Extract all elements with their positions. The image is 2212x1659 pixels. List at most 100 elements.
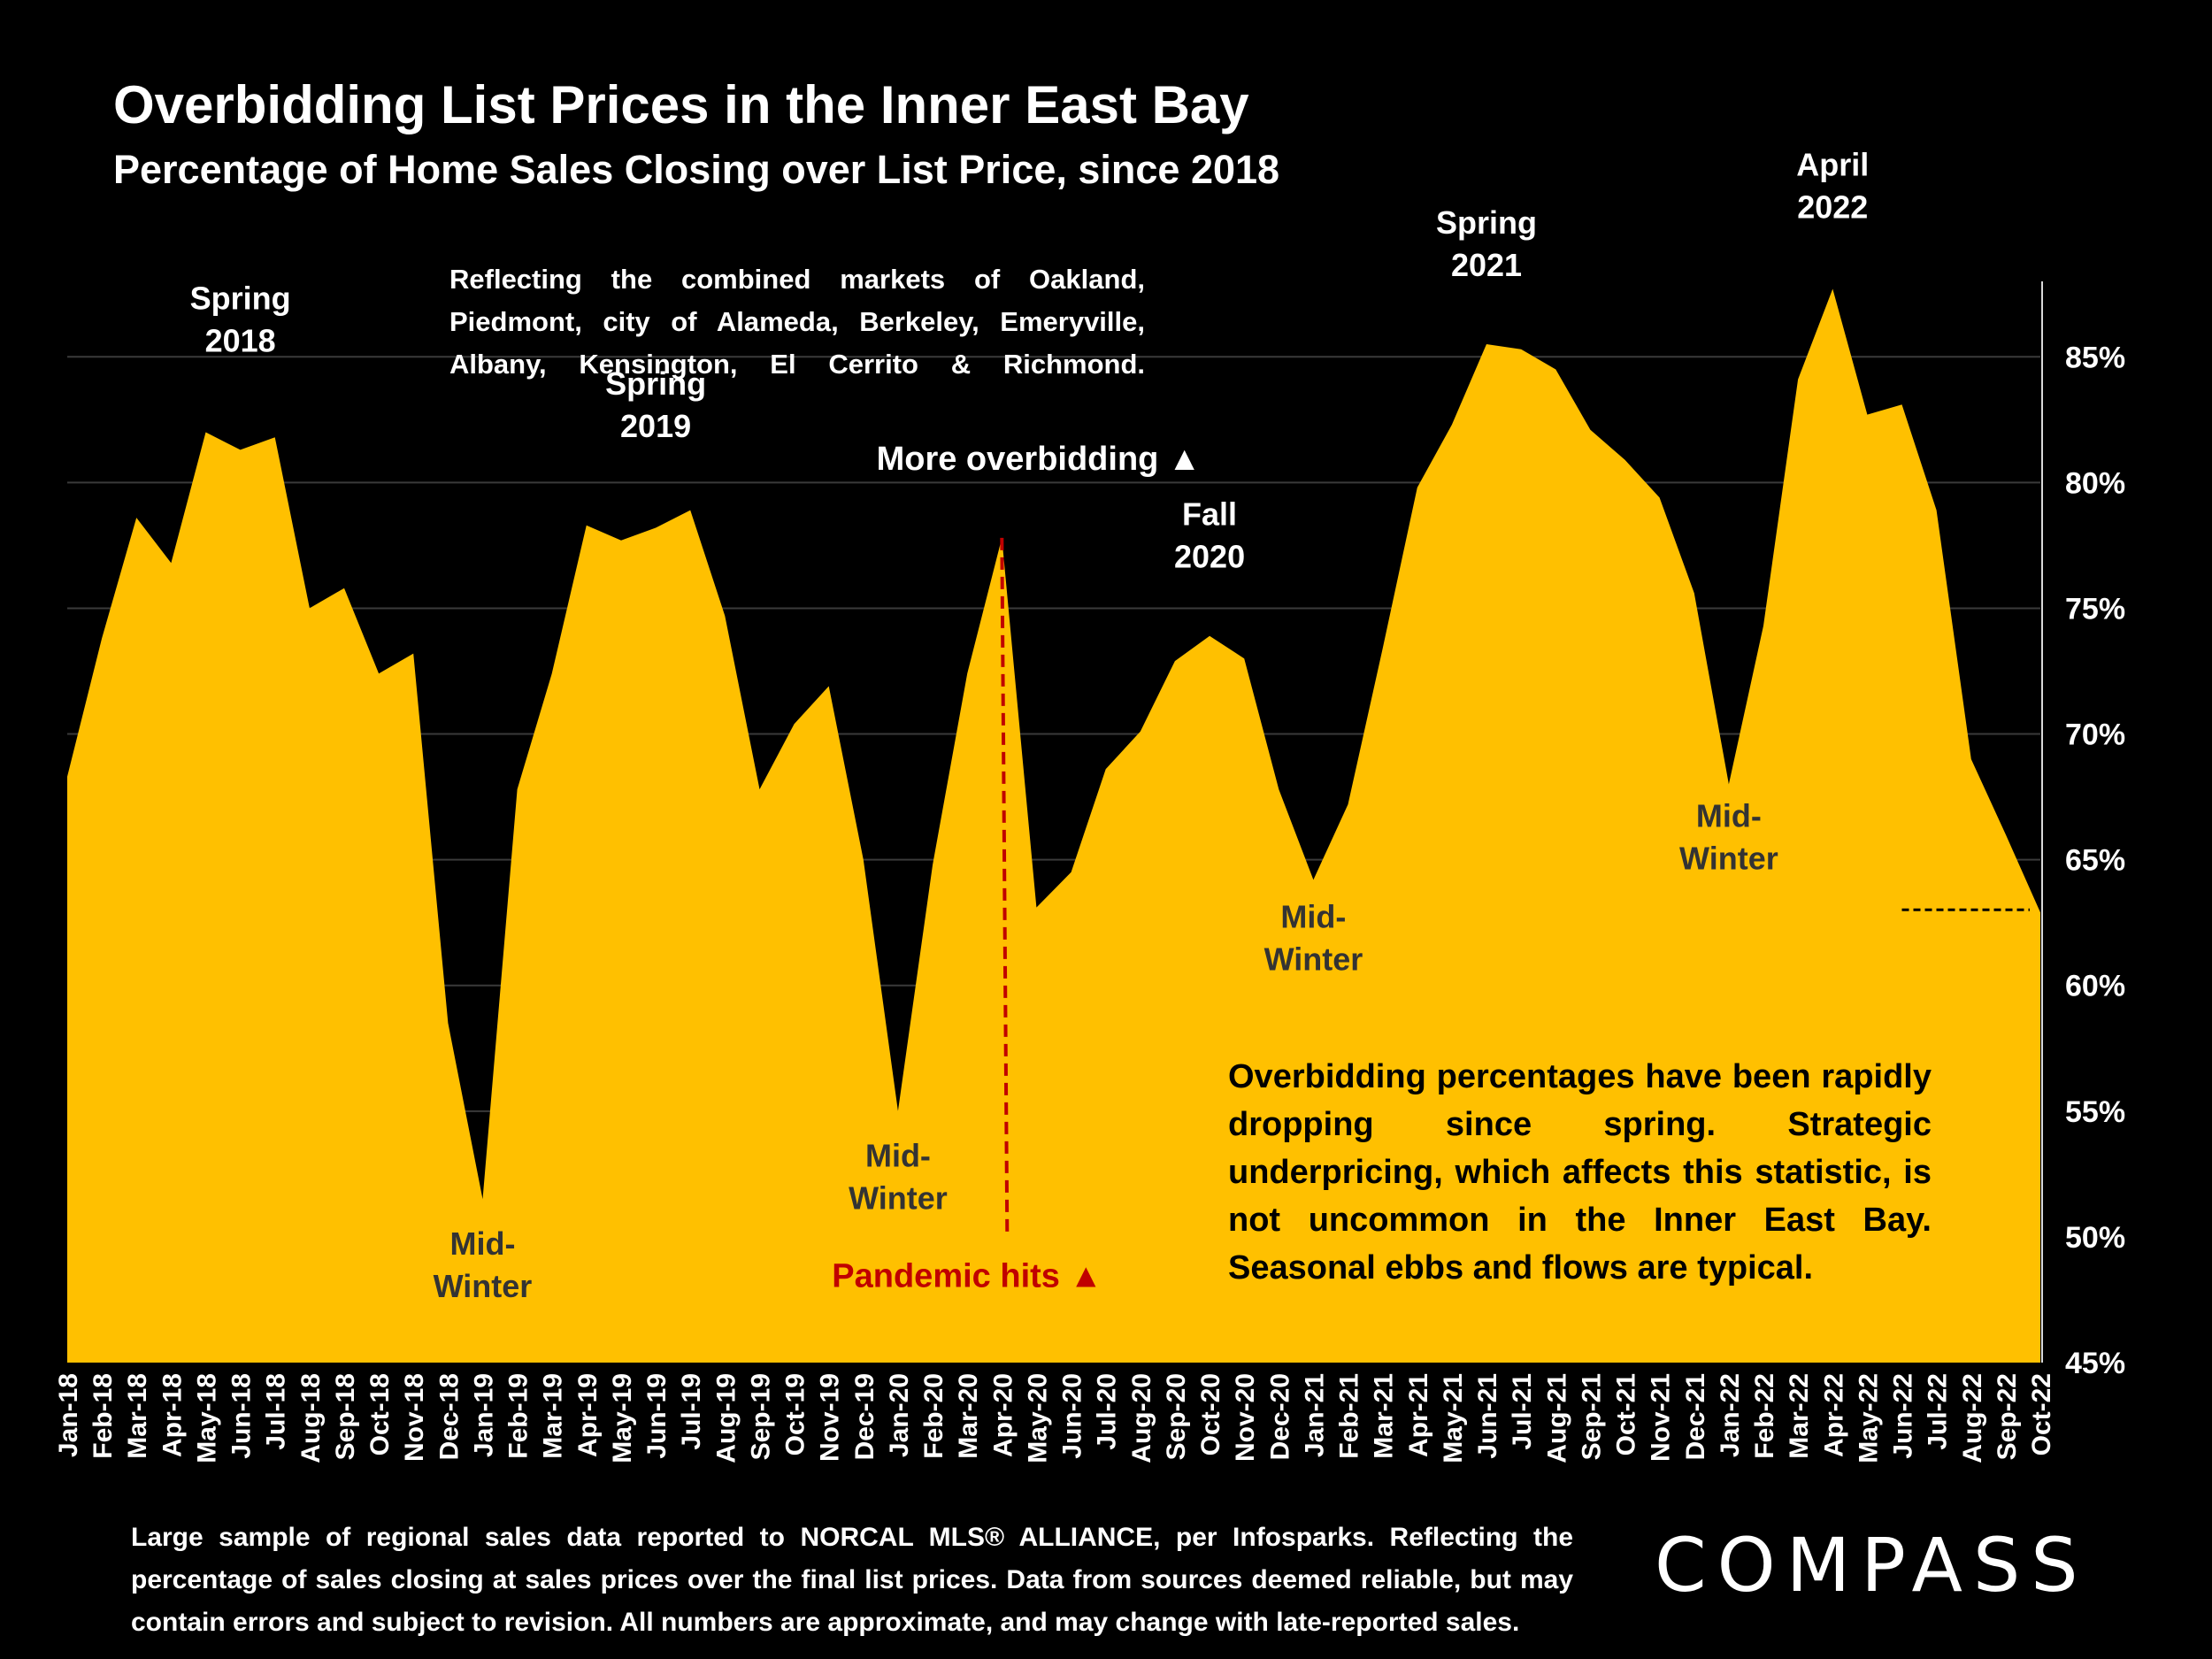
annotation-line: Winter: [434, 1268, 533, 1304]
chart-annotation: Mid- Winter: [434, 1225, 533, 1304]
annotation-line: Winter: [1679, 841, 1778, 877]
x-tick-label: Oct-19: [781, 1373, 810, 1455]
annotation-line: Spring: [605, 365, 706, 402]
annotation-line: 2019: [620, 408, 691, 444]
x-tick-label: Jul-20: [1093, 1373, 1122, 1450]
x-tick-label: Apr-19: [573, 1373, 603, 1457]
x-tick-labels: Jan-18 Feb-18 Mar-18 Apr-18 May-18 Jun-18 Jul-…: [54, 1373, 2056, 1463]
y-tick-label: 55%: [2065, 1095, 2125, 1129]
annotation-line: Winter: [849, 1179, 948, 1216]
y-tick-labels: 45% 50% 55% 60% 65% 70% 75% 80% 85%: [2065, 341, 2125, 1380]
annotation-line: Spring: [1436, 204, 1537, 241]
x-tick-label: Feb-18: [88, 1373, 118, 1459]
insight-text: Overbidding percentages have been rapidl…: [1228, 1058, 1932, 1286]
x-tick-label: Nov-18: [400, 1373, 429, 1462]
annotation-line: 2020: [1174, 539, 1245, 575]
x-tick-label: Oct-18: [365, 1373, 395, 1455]
x-tick-label: Jul-19: [677, 1373, 706, 1450]
x-tick-label: Apr-18: [157, 1373, 187, 1457]
x-tick-label: Jun-20: [1058, 1373, 1087, 1459]
overbidding-area: [67, 288, 2040, 1363]
page-subtitle: Percentage of Home Sales Closing over Li…: [113, 147, 1280, 192]
y-tick-label: 65%: [2065, 844, 2125, 878]
y-tick-label: 80%: [2065, 466, 2125, 500]
x-tick-label: May-21: [1439, 1373, 1468, 1463]
x-tick-label: Aug-20: [1127, 1373, 1156, 1463]
chart-annotation: Spring 2019: [605, 365, 706, 444]
annotation-line: Mid-: [865, 1137, 931, 1173]
x-tick-label: Oct-22: [2027, 1373, 2056, 1455]
chart-annotation: Mid- Winter: [849, 1137, 948, 1216]
chart-annotation: Spring 2021: [1436, 204, 1537, 283]
x-tick-label: Jan-18: [54, 1373, 83, 1457]
x-tick-label: May-22: [1854, 1373, 1883, 1463]
compass-logo: COMPASS: [1655, 1522, 2089, 1609]
footnote: Large sample of regional sales data repo…: [131, 1523, 1573, 1637]
x-tick-label: Nov-20: [1231, 1373, 1260, 1462]
x-tick-label: Aug-19: [711, 1373, 741, 1463]
y-tick-label: 70%: [2065, 718, 2125, 752]
x-tick-label: Apr-22: [1819, 1373, 1848, 1457]
x-tick-label: Feb-21: [1335, 1373, 1364, 1459]
x-tick-label: Nov-19: [816, 1373, 845, 1462]
x-tick-label: Aug-18: [296, 1373, 326, 1463]
annotation-line: Mid-: [1696, 798, 1762, 834]
annotations: Spring 2018 Spring 2019 Fall 2020 Spring 2021 Ap…: [190, 147, 1870, 1304]
chart-annotation: April 2022: [1796, 147, 1869, 226]
x-tick-label: Jul-22: [1924, 1373, 1953, 1450]
chart-annotation: More overbidding ▲: [877, 441, 1202, 478]
x-tick-label: Mar-19: [539, 1373, 568, 1459]
y-tick-label: 45%: [2065, 1347, 2125, 1380]
page-title: Overbidding List Prices in the Inner Eas…: [113, 75, 1249, 134]
x-tick-label: Mar-21: [1370, 1373, 1399, 1459]
x-tick-label: Sep-21: [1577, 1373, 1606, 1460]
annotation-line: April: [1796, 147, 1869, 183]
x-tick-label: Jan-19: [469, 1373, 498, 1457]
x-tick-label: Jun-21: [1473, 1373, 1502, 1459]
x-tick-label: Sep-18: [331, 1373, 360, 1460]
x-tick-label: Oct-21: [1612, 1373, 1641, 1455]
x-tick-label: Dec-18: [434, 1373, 464, 1460]
y-tick-label: 60%: [2065, 970, 2125, 1003]
x-tick-label: Sep-20: [1162, 1373, 1191, 1460]
x-tick-label: Sep-22: [1993, 1373, 2022, 1460]
annotation-line: 2018: [205, 322, 276, 358]
annotation-line: Spring: [190, 280, 291, 316]
x-tick-label: Dec-19: [850, 1373, 879, 1460]
chart-annotation: Mid- Winter: [1264, 898, 1363, 977]
x-tick-label: Jan-20: [885, 1373, 914, 1457]
annotation-line: Mid-: [1280, 898, 1346, 934]
x-tick-label: Mar-20: [954, 1373, 983, 1459]
chart-annotation: Pandemic hits ▲: [832, 1258, 1102, 1295]
reference-lines: [1000, 537, 2030, 1235]
x-tick-label: Aug-21: [1542, 1373, 1571, 1463]
markets-note-text: Reflecting the combined markets of Oakla…: [449, 264, 1145, 380]
annotation-line: Winter: [1264, 941, 1363, 977]
annotation-line: Fall: [1182, 496, 1237, 533]
y-tick-label: 50%: [2065, 1221, 2125, 1255]
annotation-line: 2022: [1797, 189, 1868, 226]
x-tick-label: Apr-21: [1404, 1373, 1433, 1457]
chart-annotation: Mid- Winter: [1679, 798, 1778, 877]
x-tick-label: Oct-20: [1196, 1373, 1225, 1455]
x-tick-label: May-20: [1023, 1373, 1052, 1463]
x-tick-label: Dec-21: [1681, 1373, 1710, 1460]
chart-annotation: Spring 2018: [190, 280, 291, 358]
x-tick-label: Jul-21: [1508, 1373, 1537, 1450]
x-tick-label: Feb-22: [1750, 1373, 1779, 1459]
x-tick-label: May-19: [608, 1373, 637, 1463]
y-tick-label: 75%: [2065, 592, 2125, 626]
y-tick-label: 85%: [2065, 341, 2125, 374]
annotation-line: Mid-: [449, 1225, 515, 1262]
annotation-line: 2021: [1451, 247, 1522, 283]
x-tick-label: Feb-19: [504, 1373, 534, 1459]
annotation-line: More overbidding ▲: [877, 441, 1202, 478]
x-tick-label: Apr-20: [988, 1373, 1018, 1457]
x-tick-label: Sep-19: [746, 1373, 775, 1460]
annotation-line: Pandemic hits ▲: [832, 1258, 1102, 1295]
x-tick-label: Dec-20: [1265, 1373, 1294, 1460]
x-tick-label: Mar-18: [123, 1373, 152, 1459]
x-tick-label: Jun-22: [1889, 1373, 1918, 1459]
x-tick-label: Jun-18: [227, 1373, 257, 1459]
